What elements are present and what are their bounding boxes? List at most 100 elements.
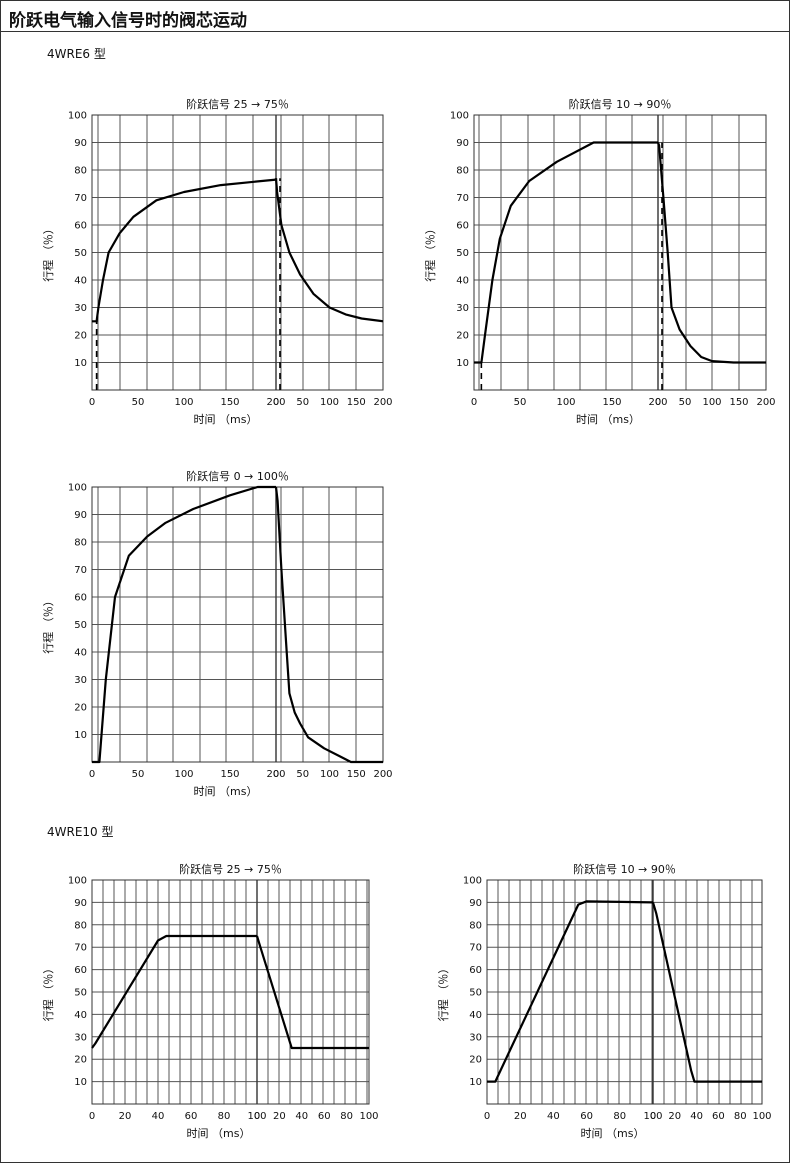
x-axis-label: 时间 （ms） <box>187 1127 251 1140</box>
y-tick-label: 80 <box>74 920 87 931</box>
y-tick-label: 100 <box>450 111 469 122</box>
x-tick-label: 150 <box>220 769 239 780</box>
y-tick-label: 90 <box>469 898 482 909</box>
x-tick-label: 0 <box>650 1111 656 1122</box>
x-tick-label: 80 <box>613 1111 626 1122</box>
y-tick-label: 50 <box>74 988 87 999</box>
x-tick-label: 80 <box>218 1111 231 1122</box>
chart-title: 阶跃信号 0 → 100％ <box>186 469 289 483</box>
x-tick-label: 80 <box>340 1111 353 1122</box>
y-tick-label: 100 <box>68 111 87 122</box>
x-tick-label: 20 <box>514 1111 527 1122</box>
section-label-4wre6: 4WRE6 型 <box>47 47 106 61</box>
y-axis-label: 行程 （％） <box>42 595 55 654</box>
x-tick-label: 100 <box>359 1111 378 1122</box>
x-tick-label: 100 <box>174 769 193 780</box>
x-tick-label: 60 <box>712 1111 725 1122</box>
plot-frame <box>473 114 767 391</box>
x-tick-label: 200 <box>756 397 775 408</box>
x-tick-label: 100 <box>247 1111 266 1122</box>
x-tick-label: 0 <box>89 1111 95 1122</box>
y-tick-label: 50 <box>469 988 482 999</box>
x-tick-label: 150 <box>729 397 748 408</box>
section-label-4wre10: 4WRE10 型 <box>47 825 114 839</box>
y-tick-label: 30 <box>469 1032 482 1043</box>
title-bar: 阶跃电气输入信号时的阀芯运动 <box>1 1 789 32</box>
y-tick-label: 20 <box>74 1055 87 1066</box>
x-axis-label: 时间 （ms） <box>194 785 258 798</box>
y-tick-label: 80 <box>74 538 87 549</box>
y-tick-label: 40 <box>456 276 469 287</box>
x-tick-label: 50 <box>679 397 692 408</box>
x-tick-label: 50 <box>296 769 309 780</box>
y-tick-label: 70 <box>469 943 482 954</box>
y-axis-label: 行程 （％） <box>437 963 450 1022</box>
y-tick-label: 30 <box>74 1032 87 1043</box>
plot-frame <box>486 879 763 1105</box>
y-tick-label: 40 <box>469 1010 482 1021</box>
x-tick-label: 60 <box>580 1111 593 1122</box>
x-tick-label: 200 <box>373 769 392 780</box>
x-tick-label: 20 <box>668 1111 681 1122</box>
x-tick-label: 40 <box>295 1111 308 1122</box>
y-tick-label: 30 <box>74 303 87 314</box>
y-tick-label: 20 <box>469 1055 482 1066</box>
y-tick-label: 50 <box>74 620 87 631</box>
x-tick-label: 150 <box>602 397 621 408</box>
y-tick-label: 40 <box>74 1010 87 1021</box>
x-tick-label: 100 <box>752 1111 771 1122</box>
y-axis-label: 行程 （％） <box>42 223 55 282</box>
plot-frame <box>91 879 370 1105</box>
x-tick-label: 50 <box>132 397 145 408</box>
chart-title: 阶跃信号 25 → 75％ <box>186 97 289 111</box>
x-tick-label: 150 <box>347 769 366 780</box>
x-tick-label: 50 <box>132 769 145 780</box>
x-tick-label: 100 <box>174 397 193 408</box>
y-tick-label: 30 <box>456 303 469 314</box>
series-line-on <box>487 900 654 1083</box>
x-tick-label: 100 <box>320 397 339 408</box>
y-tick-label: 70 <box>456 193 469 204</box>
chart-title: 阶跃信号 10 → 90％ <box>573 862 676 876</box>
plot-frame <box>91 486 384 763</box>
x-tick-label: 100 <box>643 1111 662 1122</box>
y-tick-label: 40 <box>74 276 87 287</box>
x-tick-label: 0 <box>273 769 279 780</box>
y-tick-label: 60 <box>74 965 87 976</box>
series-line-off <box>255 935 369 1050</box>
y-tick-label: 90 <box>74 898 87 909</box>
chart-title: 阶跃信号 25 → 75％ <box>179 862 282 876</box>
x-tick-label: 0 <box>89 397 95 408</box>
x-tick-label: 40 <box>690 1111 703 1122</box>
x-tick-label: 50 <box>514 397 527 408</box>
y-tick-label: 10 <box>469 1077 482 1088</box>
x-tick-label: 200 <box>266 769 285 780</box>
y-tick-label: 20 <box>74 331 87 342</box>
x-tick-label: 0 <box>89 769 95 780</box>
y-tick-label: 10 <box>74 1077 87 1088</box>
y-tick-label: 90 <box>456 138 469 149</box>
y-tick-label: 50 <box>74 248 87 259</box>
x-tick-label: 150 <box>347 397 366 408</box>
y-axis-label: 行程 （％） <box>42 963 55 1022</box>
series-line-on <box>474 141 658 364</box>
y-tick-label: 70 <box>74 565 87 576</box>
x-tick-label: 200 <box>648 397 667 408</box>
series-line-on <box>92 178 278 323</box>
y-tick-label: 60 <box>74 221 87 232</box>
y-tick-label: 90 <box>74 510 87 521</box>
x-tick-label: 50 <box>296 397 309 408</box>
y-tick-label: 40 <box>74 648 87 659</box>
x-tick-label: 100 <box>556 397 575 408</box>
x-tick-label: 100 <box>320 769 339 780</box>
x-tick-label: 0 <box>273 397 279 408</box>
x-tick-label: 40 <box>152 1111 165 1122</box>
x-tick-label: 80 <box>734 1111 747 1122</box>
y-tick-label: 70 <box>74 943 87 954</box>
y-tick-label: 100 <box>68 483 87 494</box>
